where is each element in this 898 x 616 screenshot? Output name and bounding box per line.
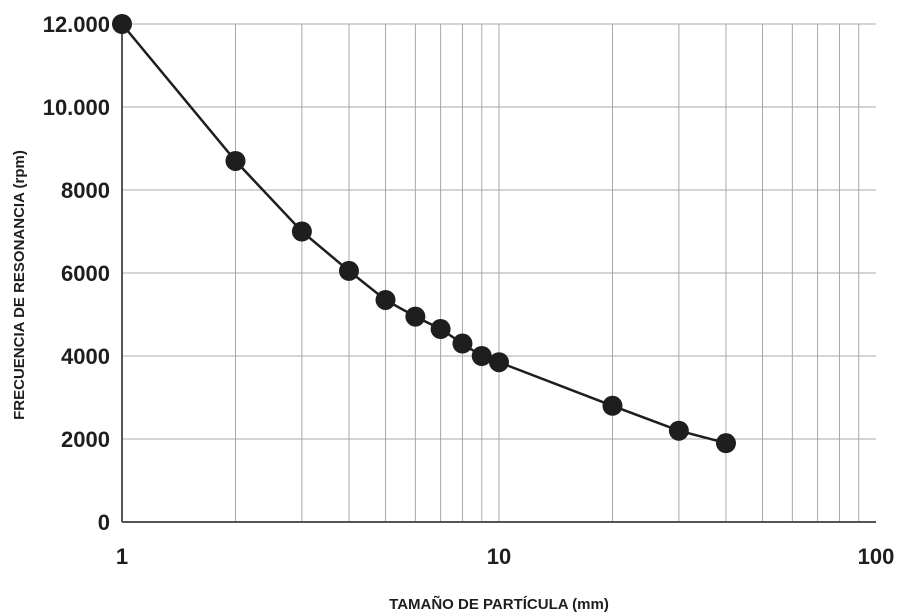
x-axis-title: TAMAÑO DE PARTÍCULA (mm) (389, 595, 609, 613)
data-point (715, 433, 736, 454)
x-tick-label: 1 (116, 544, 128, 569)
data-point (489, 352, 509, 373)
grid (122, 23, 876, 522)
y-axis-title: FRECUENCIA DE RESONANCIA (rpm) (11, 150, 28, 420)
axes (121, 22, 876, 523)
y-tick-label: 4000 (61, 344, 110, 369)
data-point (405, 306, 426, 327)
data-point (471, 346, 492, 366)
series (112, 14, 736, 454)
x-tick-label: 10 (487, 544, 511, 569)
y-tick-label: 8000 (61, 178, 110, 203)
data-point (338, 260, 359, 281)
data-point (452, 333, 473, 354)
y-tick-label: 2000 (61, 427, 110, 452)
data-point (291, 221, 312, 242)
data-point (602, 395, 623, 416)
data-point (668, 420, 689, 441)
tick-labels: 0 2000 4000 6000 8000 10.000 12.000 1 10 100 (43, 12, 895, 569)
data-point (375, 289, 396, 310)
x-tick-label: 100 (858, 544, 895, 569)
y-tick-label: 12.000 (43, 12, 110, 37)
series-line (121, 23, 727, 445)
y-tick-label: 0 (98, 510, 110, 535)
data-point (430, 319, 451, 340)
y-tick-label: 10.000 (43, 95, 110, 120)
y-tick-label: 6000 (61, 261, 110, 286)
data-point (112, 14, 132, 34)
data-point (225, 150, 246, 171)
